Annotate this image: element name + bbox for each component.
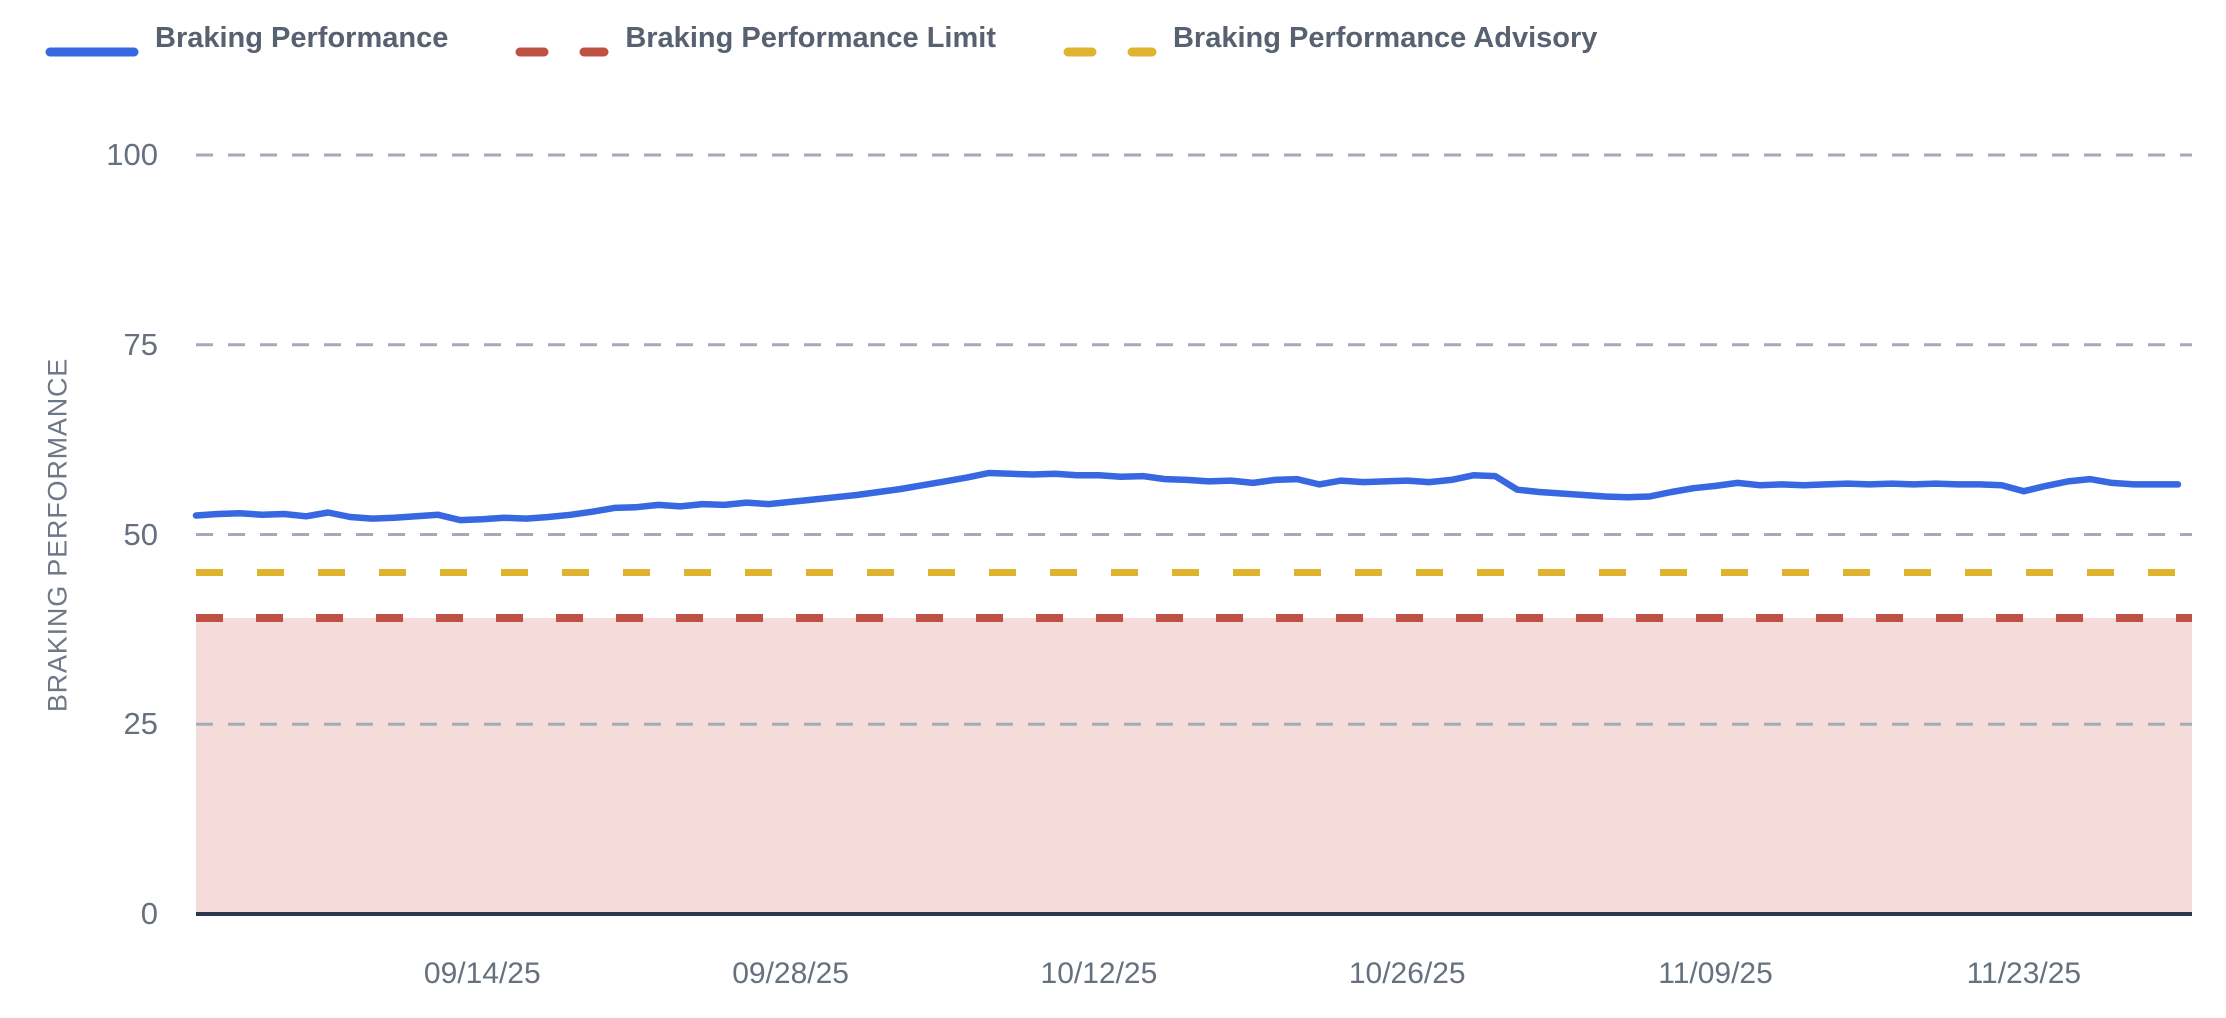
- legend-label: Braking Performance Advisory: [1172, 22, 1598, 54]
- y-tick-label-0: 0: [140, 896, 158, 931]
- braking-performance-limit-swatch-icon: [512, 33, 612, 56]
- braking-performance-swatch-icon: [42, 33, 142, 56]
- chart-legend: Braking Performance Braking Performance …: [42, 22, 1598, 56]
- x-tick-label-09-28-25: 09/28/25: [732, 957, 849, 990]
- y-tick-label-50: 50: [123, 516, 158, 552]
- x-tick-label-11-09-25: 11/09/25: [1658, 957, 1773, 990]
- legend-item-braking-performance-limit[interactable]: Braking Performance Limit: [512, 22, 996, 56]
- braking-performance-series-line[interactable]: [192, 469, 2182, 524]
- x-tick-label-11-23-25: 11/23/25: [1966, 957, 2082, 990]
- y-tick-label-75: 75: [123, 326, 158, 362]
- y-tick-label-100: 100: [106, 137, 158, 172]
- legend-item-braking-performance[interactable]: Braking Performance: [42, 22, 449, 56]
- legend-label: Braking Performance Limit: [625, 22, 996, 54]
- legend-item-braking-performance-advisory[interactable]: Braking Performance Advisory: [1060, 22, 1598, 56]
- x-tick-label-10-12-25: 10/12/25: [1040, 957, 1158, 990]
- x-tick-label-09-14-25: 09/14/25: [423, 957, 541, 990]
- x-tick-label-10-26-25: 10/26/25: [1348, 957, 1466, 990]
- braking-performance-advisory-swatch-icon: [1060, 33, 1160, 56]
- legend-label: Braking Performance: [155, 22, 449, 54]
- limit-violation-region: [196, 617, 2192, 914]
- y-tick-label-25: 25: [123, 706, 158, 742]
